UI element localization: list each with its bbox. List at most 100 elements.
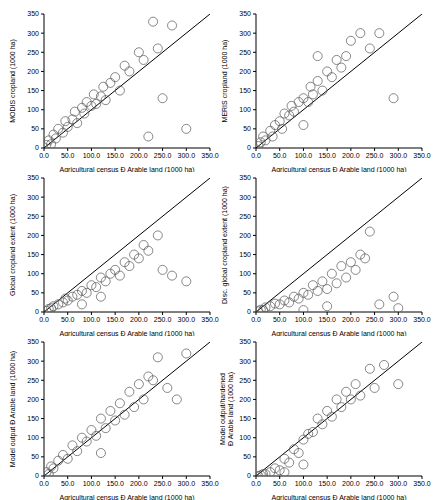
- svg-text:350.0: 350.0: [413, 480, 431, 487]
- svg-text:200: 200: [239, 232, 251, 239]
- svg-text:50: 50: [31, 453, 39, 460]
- svg-text:MODIS cropland (1000 ha): MODIS cropland (1000 ha): [9, 39, 17, 123]
- svg-text:150.0: 150.0: [318, 316, 336, 323]
- svg-text:350.0: 350.0: [201, 480, 219, 487]
- svg-text:300.0: 300.0: [178, 480, 196, 487]
- svg-text:250: 250: [239, 49, 251, 56]
- svg-text:200: 200: [27, 396, 39, 403]
- svg-text:300.0: 300.0: [390, 480, 408, 487]
- svg-text:100: 100: [239, 434, 251, 441]
- svg-text:0.0: 0.0: [251, 480, 261, 487]
- svg-text:300: 300: [27, 194, 39, 201]
- svg-text:0.0: 0.0: [39, 152, 49, 159]
- svg-text:150: 150: [27, 87, 39, 94]
- svg-text:50.0: 50.0: [273, 152, 287, 159]
- svg-text:150: 150: [27, 251, 39, 258]
- svg-text:50.0: 50.0: [61, 316, 75, 323]
- svg-text:350: 350: [27, 338, 39, 345]
- svg-text:Agricultural census Ð Arable l: Agricultural census Ð Arable land (1000 …: [271, 494, 406, 500]
- svg-text:200: 200: [239, 396, 251, 403]
- svg-text:100: 100: [239, 106, 251, 113]
- svg-text:0: 0: [247, 472, 251, 479]
- svg-text:200: 200: [27, 68, 39, 75]
- svg-text:100: 100: [27, 434, 39, 441]
- svg-text:250.0: 250.0: [366, 152, 384, 159]
- svg-text:250.0: 250.0: [366, 480, 384, 487]
- svg-text:250.0: 250.0: [154, 152, 172, 159]
- svg-text:50.0: 50.0: [273, 480, 287, 487]
- svg-text:250: 250: [27, 377, 39, 384]
- svg-text:100: 100: [27, 270, 39, 277]
- svg-text:200.0: 200.0: [342, 316, 360, 323]
- svg-text:200.0: 200.0: [342, 480, 360, 487]
- svg-text:150: 150: [27, 415, 39, 422]
- svg-text:Agricultural census Ð Arable l: Agricultural census Ð Arable land (1000 …: [59, 494, 194, 500]
- svg-text:150: 150: [239, 251, 251, 258]
- svg-text:Disc. global cropland extent (: Disc. global cropland extent (1000 ha): [221, 186, 229, 304]
- svg-text:100.0: 100.0: [295, 480, 313, 487]
- svg-text:250: 250: [27, 213, 39, 220]
- svg-text:300: 300: [239, 194, 251, 201]
- svg-text:0: 0: [247, 144, 251, 151]
- svg-text:150: 150: [239, 415, 251, 422]
- svg-text:300.0: 300.0: [390, 152, 408, 159]
- svg-text:0.0: 0.0: [251, 152, 261, 159]
- svg-text:200: 200: [27, 232, 39, 239]
- svg-text:Model output/hardenedÐ Arable: Model output/hardenedÐ Arable land (1000…: [220, 372, 235, 446]
- svg-text:350.0: 350.0: [201, 316, 219, 323]
- svg-text:250: 250: [239, 377, 251, 384]
- svg-text:100: 100: [27, 106, 39, 113]
- svg-text:250: 250: [27, 49, 39, 56]
- svg-text:350: 350: [27, 174, 39, 181]
- svg-text:Agricultural census Ð Arable l: Agricultural census Ð Arable land (1000 …: [271, 330, 406, 336]
- svg-text:350: 350: [239, 338, 251, 345]
- svg-text:200.0: 200.0: [342, 152, 360, 159]
- svg-text:Agricultural census Ð Arable l: Agricultural census Ð Arable land (1000 …: [59, 166, 194, 172]
- svg-text:300.0: 300.0: [178, 152, 196, 159]
- svg-text:350.0: 350.0: [413, 152, 431, 159]
- svg-text:250.0: 250.0: [366, 316, 384, 323]
- svg-text:100.0: 100.0: [295, 152, 313, 159]
- svg-text:200.0: 200.0: [130, 316, 148, 323]
- svg-text:300: 300: [27, 358, 39, 365]
- svg-text:200.0: 200.0: [130, 480, 148, 487]
- svg-text:250.0: 250.0: [154, 480, 172, 487]
- svg-text:MERIS cropland (1000 ha): MERIS cropland (1000 ha): [221, 40, 229, 123]
- svg-text:50: 50: [31, 125, 39, 132]
- svg-text:Model output Ð Arable land (1: Model output Ð Arable land (1000 ha): [9, 351, 17, 467]
- svg-text:50: 50: [243, 289, 251, 296]
- svg-text:100.0: 100.0: [83, 480, 101, 487]
- svg-text:100: 100: [239, 270, 251, 277]
- svg-text:300: 300: [239, 358, 251, 365]
- svg-text:Global cropland extent (1000 h: Global cropland extent (1000 ha): [9, 194, 17, 296]
- svg-text:50: 50: [243, 453, 251, 460]
- svg-text:Agricultural census Ð Arable l: Agricultural census Ð Arable land (1000 …: [271, 166, 406, 172]
- svg-text:350: 350: [27, 10, 39, 17]
- svg-text:300.0: 300.0: [178, 316, 196, 323]
- svg-text:350: 350: [239, 174, 251, 181]
- svg-text:100.0: 100.0: [83, 152, 101, 159]
- svg-text:150: 150: [239, 87, 251, 94]
- svg-text:50: 50: [243, 125, 251, 132]
- svg-text:0: 0: [35, 308, 39, 315]
- svg-text:Agricultural census Ð Arable l: Agricultural census Ð Arable land (1000 …: [59, 330, 194, 336]
- svg-text:300: 300: [239, 30, 251, 37]
- svg-text:150.0: 150.0: [318, 480, 336, 487]
- svg-text:0.0: 0.0: [251, 316, 261, 323]
- svg-text:300: 300: [27, 30, 39, 37]
- svg-text:0: 0: [247, 308, 251, 315]
- svg-text:200.0: 200.0: [130, 152, 148, 159]
- svg-text:150.0: 150.0: [106, 152, 124, 159]
- svg-text:50: 50: [31, 289, 39, 296]
- svg-text:350.0: 350.0: [201, 152, 219, 159]
- svg-text:150.0: 150.0: [106, 480, 124, 487]
- svg-text:350.0: 350.0: [413, 316, 431, 323]
- svg-text:250.0: 250.0: [154, 316, 172, 323]
- svg-text:0: 0: [35, 472, 39, 479]
- svg-text:50.0: 50.0: [273, 316, 287, 323]
- svg-text:100.0: 100.0: [83, 316, 101, 323]
- svg-text:150.0: 150.0: [318, 152, 336, 159]
- svg-text:0: 0: [35, 144, 39, 151]
- svg-text:100.0: 100.0: [295, 316, 313, 323]
- svg-text:200: 200: [239, 68, 251, 75]
